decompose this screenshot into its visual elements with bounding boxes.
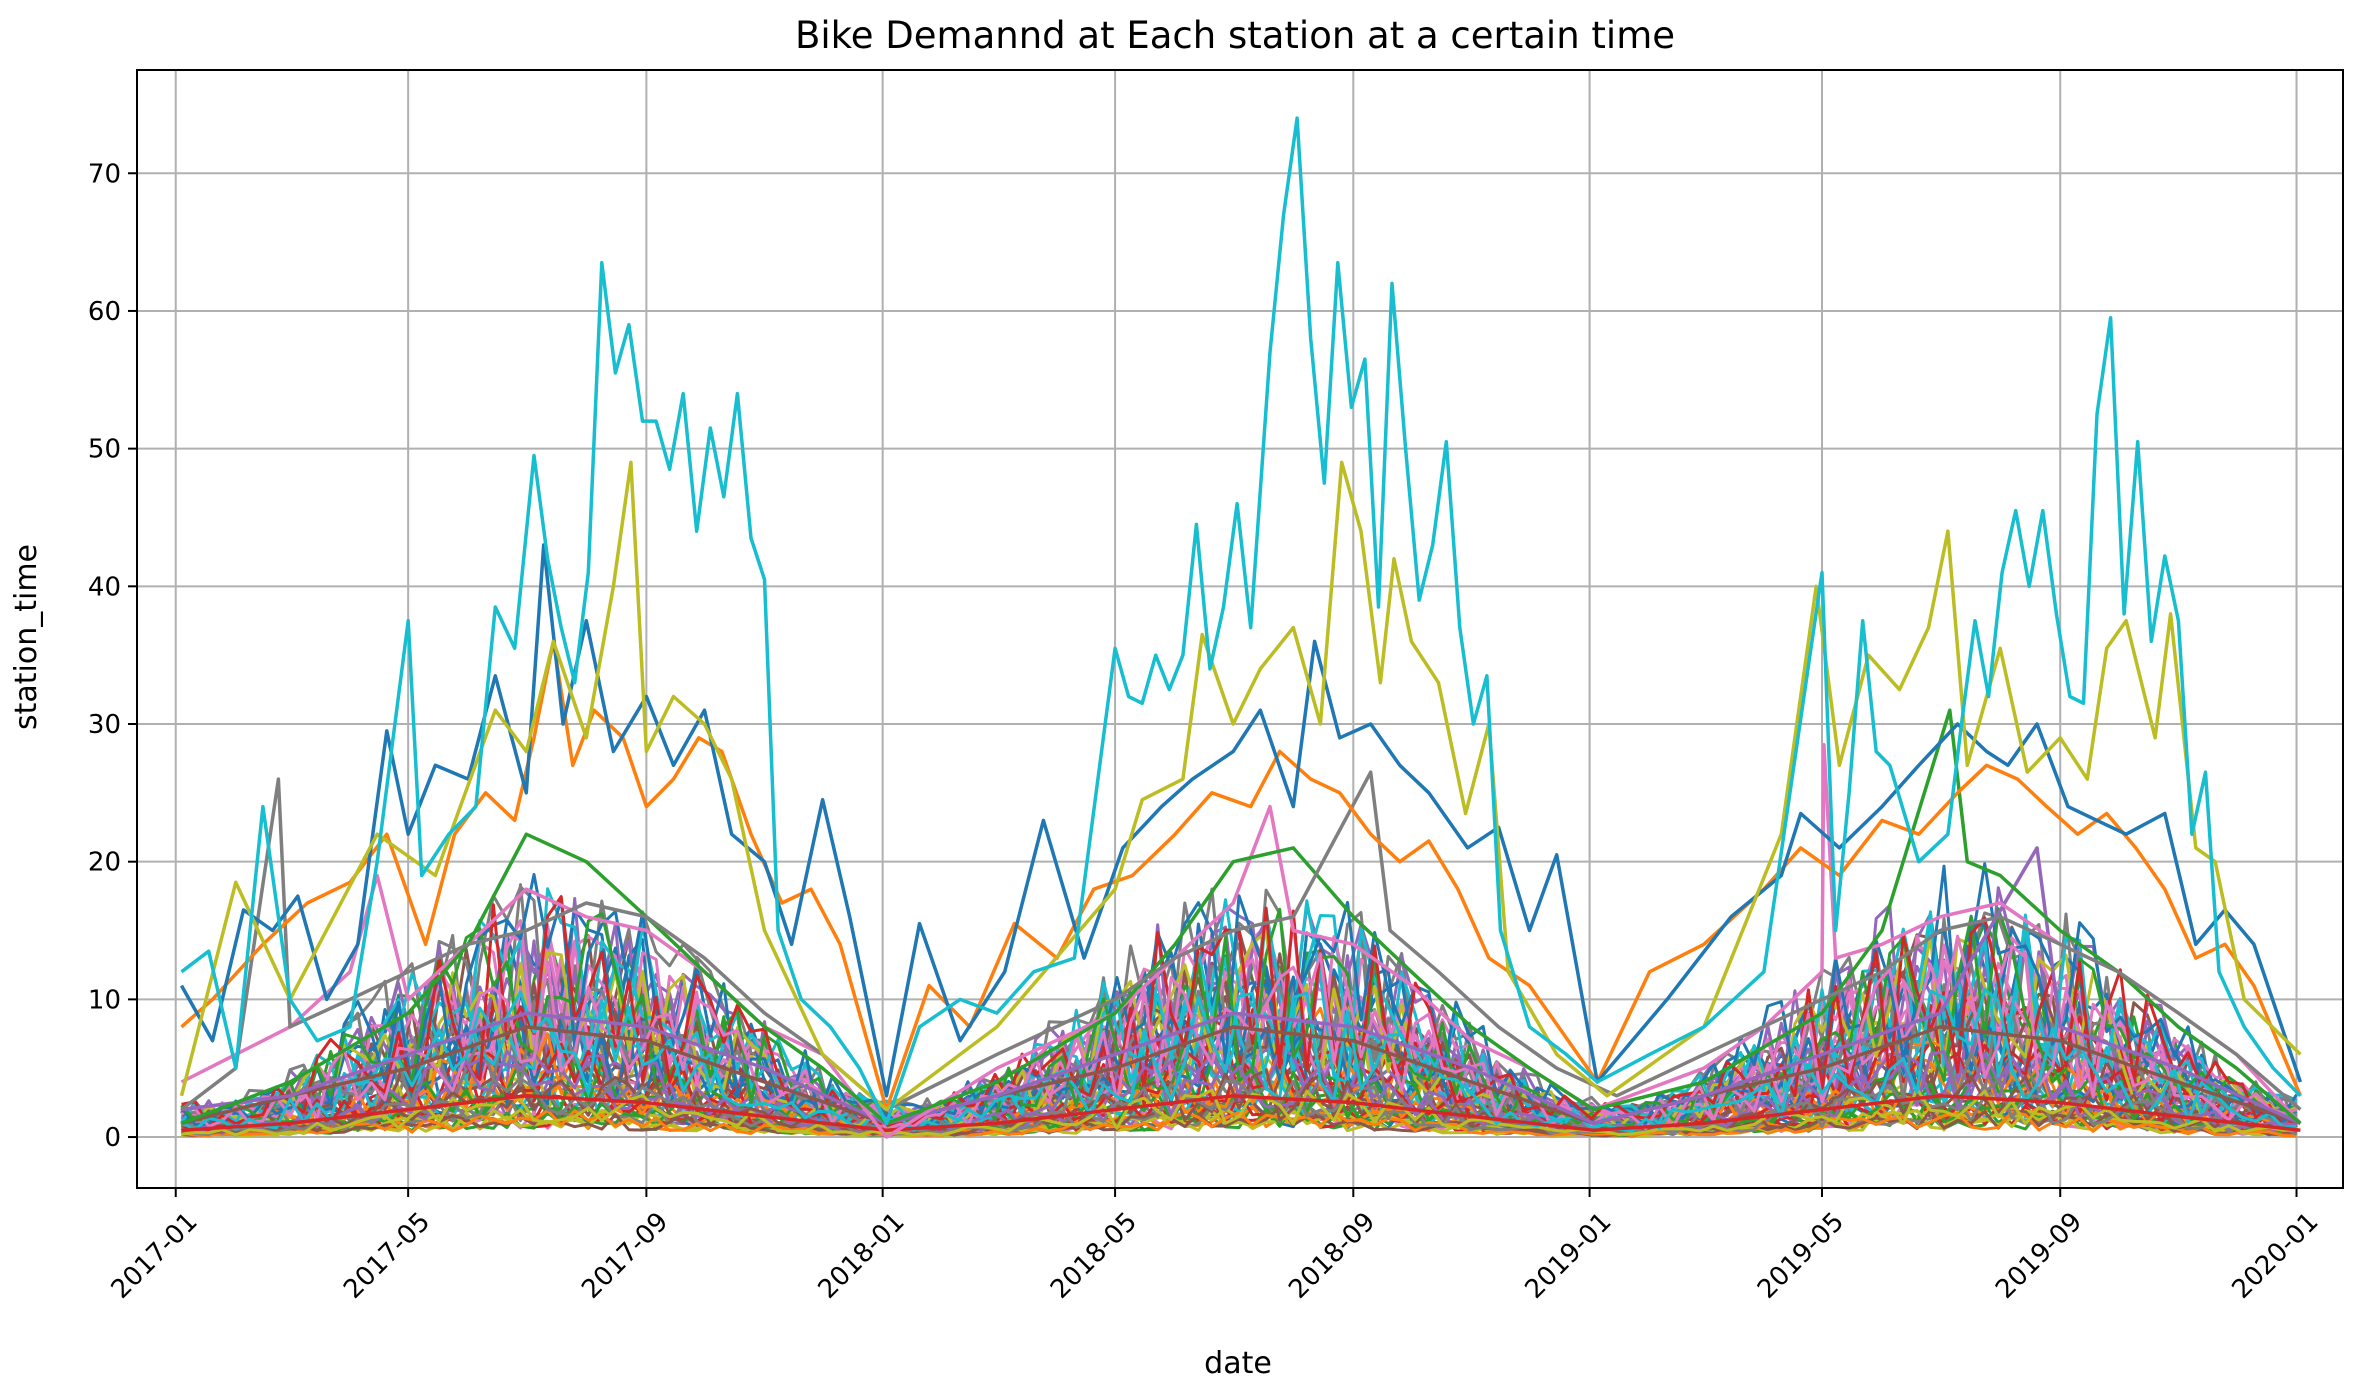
chart-title: Bike Demannd at Each station at a certai… bbox=[795, 14, 1675, 57]
x-axis-label: date bbox=[1204, 1346, 1272, 1381]
station-series-line bbox=[181, 1087, 2297, 1137]
y-tick-label: 30 bbox=[88, 710, 121, 740]
series-line bbox=[179, 460, 2302, 1112]
series-line bbox=[180, 770, 2302, 1112]
x-tick-label: 2017-05 bbox=[338, 1207, 436, 1305]
station-series-line bbox=[181, 1077, 2298, 1137]
y-tick-label: 0 bbox=[104, 1123, 121, 1153]
y-tick-label: 60 bbox=[88, 297, 121, 327]
y-tick-label: 50 bbox=[88, 435, 121, 465]
x-tick-label: 2019-09 bbox=[1990, 1207, 2088, 1305]
series-line bbox=[180, 639, 2303, 1112]
series-line bbox=[181, 1025, 2301, 1126]
x-tick-label: 2019-05 bbox=[1752, 1207, 1850, 1305]
y-tick-label: 10 bbox=[88, 985, 121, 1015]
x-tick-label: 2017-09 bbox=[576, 1207, 674, 1305]
series-lines bbox=[179, 116, 2303, 1139]
x-tick-label: 2018-05 bbox=[1045, 1207, 1143, 1305]
x-tick-label: 2019-01 bbox=[1520, 1207, 1618, 1305]
station-series-line bbox=[180, 987, 2297, 1133]
x-tick-label: 2017-01 bbox=[106, 1207, 204, 1305]
series-line bbox=[181, 1094, 2301, 1132]
series-line bbox=[180, 116, 2302, 1126]
series-line bbox=[180, 708, 2302, 1126]
axis-ticks: 2017-01 2017-05 2017-09 2018-01 2018-05 2018-… bbox=[88, 159, 2325, 1305]
station-series-line bbox=[180, 862, 2298, 1128]
station-series-line bbox=[181, 1106, 2297, 1138]
plot-area-frame bbox=[136, 69, 2344, 1189]
y-axis-label: station_time bbox=[9, 544, 44, 730]
x-tick-label: 2018-01 bbox=[813, 1207, 911, 1305]
series-line bbox=[181, 846, 2302, 1126]
x-tick-label: 2018-09 bbox=[1283, 1207, 1381, 1305]
y-tick-label: 40 bbox=[88, 572, 121, 602]
y-tick-label: 20 bbox=[88, 848, 121, 878]
station-series-line bbox=[180, 887, 2298, 1130]
series-line bbox=[180, 742, 2302, 1139]
station-series-line bbox=[180, 885, 2298, 1128]
y-tick-label: 70 bbox=[88, 159, 121, 189]
x-tick-label: 2020-01 bbox=[2226, 1207, 2324, 1305]
station-series-line bbox=[181, 1068, 2297, 1136]
